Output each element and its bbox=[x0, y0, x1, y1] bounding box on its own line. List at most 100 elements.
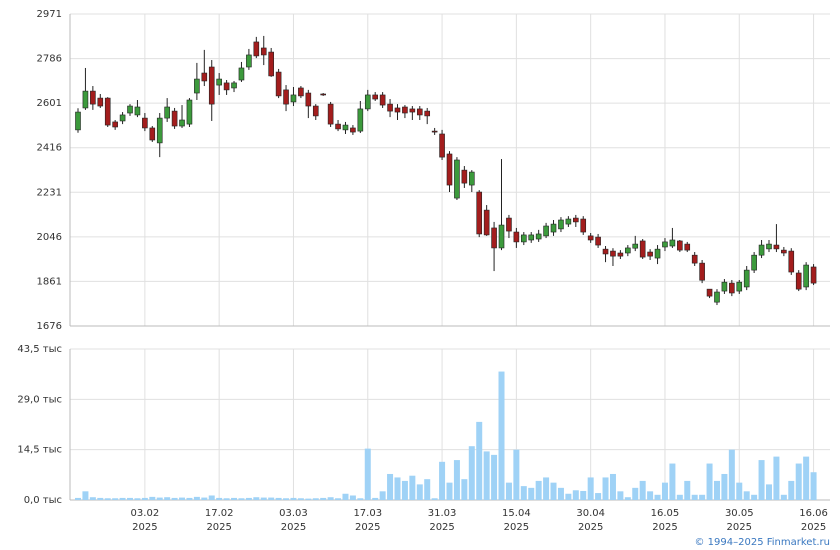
candle-body bbox=[283, 89, 289, 105]
volume-bar bbox=[803, 456, 810, 500]
volume-bar bbox=[164, 497, 171, 500]
candle-body bbox=[513, 231, 520, 243]
volume-bar bbox=[468, 446, 475, 500]
volume-bar bbox=[201, 497, 208, 500]
volume-bar bbox=[238, 498, 245, 500]
candle-body bbox=[416, 108, 423, 116]
volume-bar bbox=[602, 477, 609, 500]
candle-body bbox=[327, 103, 334, 125]
candle-body bbox=[402, 106, 408, 114]
candle-body bbox=[298, 87, 304, 97]
volume-bar bbox=[141, 497, 148, 500]
volume-bar bbox=[260, 497, 267, 500]
candle-body bbox=[335, 123, 341, 130]
y-tick-label: 2416 bbox=[37, 143, 62, 154]
candle-body bbox=[677, 240, 683, 251]
candle-body bbox=[112, 121, 118, 128]
volume-bar bbox=[557, 487, 564, 500]
candle-body bbox=[803, 264, 809, 288]
candle-body bbox=[82, 90, 89, 109]
volume-bar bbox=[528, 487, 535, 500]
volume-bar bbox=[520, 486, 527, 500]
candle-body bbox=[119, 114, 126, 122]
candle-body bbox=[476, 191, 483, 235]
y-tick-label: 1861 bbox=[37, 276, 62, 287]
volume-bar bbox=[394, 477, 401, 500]
volume-bar bbox=[595, 493, 602, 500]
candle-body bbox=[194, 78, 200, 94]
candle-body bbox=[528, 234, 535, 241]
volume-bar bbox=[773, 456, 780, 500]
volume-bar bbox=[171, 497, 178, 500]
candle-body bbox=[639, 240, 646, 258]
x-tick-label: 2025 bbox=[504, 522, 529, 533]
volume-bar bbox=[97, 497, 104, 500]
volume-bar bbox=[312, 498, 319, 500]
y-tick-label: 14,5 тыс bbox=[17, 445, 62, 456]
volume-bar bbox=[149, 496, 156, 500]
volume-bar bbox=[193, 496, 200, 500]
candle-body bbox=[223, 82, 230, 91]
y-tick-label: 2231 bbox=[37, 187, 62, 198]
candle-body bbox=[602, 248, 609, 255]
candle-body bbox=[164, 106, 170, 119]
candle-body bbox=[714, 291, 720, 303]
x-tick-label: 31.03 bbox=[428, 508, 457, 519]
volume-bar bbox=[320, 497, 327, 500]
volume-bar bbox=[75, 497, 81, 500]
volume-bar bbox=[491, 454, 498, 500]
candle-body bbox=[379, 94, 386, 106]
candle-body bbox=[439, 133, 445, 158]
volume-bar bbox=[297, 498, 304, 500]
candle-body bbox=[491, 227, 497, 249]
volume-bar bbox=[446, 482, 453, 500]
y-tick-label: 0,0 тыс bbox=[24, 495, 62, 506]
volume-bar bbox=[736, 482, 743, 500]
volume-bar bbox=[119, 497, 126, 500]
x-tick-label: 16.06 bbox=[799, 508, 828, 519]
candle-body bbox=[766, 243, 772, 250]
candle-body bbox=[424, 110, 431, 117]
volume-bar bbox=[268, 497, 275, 500]
volume-bar bbox=[617, 491, 624, 500]
volume-bar bbox=[335, 498, 342, 500]
y-tick-label: 2786 bbox=[37, 54, 62, 65]
candle-body bbox=[773, 244, 780, 250]
candle-body bbox=[90, 90, 96, 105]
volume-bar bbox=[751, 494, 758, 500]
candle-body bbox=[468, 171, 475, 186]
candle-body bbox=[75, 111, 81, 131]
volume-bar bbox=[156, 497, 163, 500]
candle-body bbox=[394, 107, 401, 113]
volume-bar bbox=[275, 497, 282, 500]
volume-bar bbox=[580, 490, 587, 500]
volume-bar bbox=[283, 498, 290, 500]
volume-bar bbox=[706, 463, 713, 500]
volume-bar bbox=[401, 480, 408, 500]
candle-body bbox=[691, 254, 698, 264]
volume-bar bbox=[721, 473, 728, 500]
volume-bar bbox=[691, 494, 698, 500]
volume-bar bbox=[231, 497, 238, 500]
candle-body bbox=[662, 241, 668, 248]
candle-body bbox=[134, 106, 141, 116]
x-tick-label: 2025 bbox=[132, 522, 157, 533]
volume-bar bbox=[216, 497, 223, 500]
volume-bar bbox=[379, 491, 386, 500]
candle-body bbox=[357, 108, 364, 132]
candle-body bbox=[171, 110, 178, 127]
volume-bar bbox=[647, 491, 654, 500]
candle-body bbox=[573, 217, 579, 223]
candle-body bbox=[142, 117, 148, 129]
candle-body bbox=[520, 234, 527, 243]
candle-body bbox=[729, 282, 735, 294]
x-tick-label: 2025 bbox=[429, 522, 454, 533]
candle-body bbox=[268, 51, 274, 77]
volume-bar bbox=[788, 480, 795, 500]
x-tick-label: 2025 bbox=[281, 522, 306, 533]
x-tick-label: 03.03 bbox=[279, 508, 308, 519]
volume-bar bbox=[684, 480, 691, 500]
candle-body bbox=[186, 99, 193, 125]
volume-bar bbox=[758, 460, 765, 500]
